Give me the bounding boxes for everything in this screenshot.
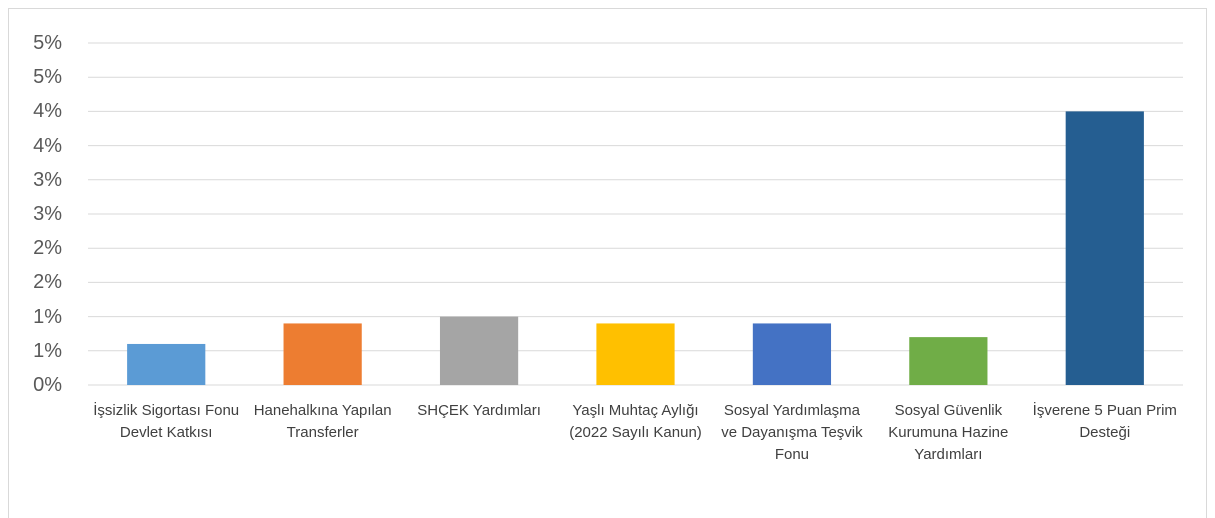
x-tick-label: İşsizlik Sigortası Fonu Devlet Katkısı <box>93 402 240 441</box>
x-tick-label: Sosyal Güvenlik Kurumuna Hazine Yardımla… <box>888 402 1009 463</box>
y-tick-label: 2% <box>33 271 62 294</box>
x-tick-label: Hanehalkına Yapılan Transferler <box>253 402 392 441</box>
y-tick-label: 4% <box>33 134 62 157</box>
y-tick-label: 2% <box>33 237 62 260</box>
y-tick-label: 5% <box>33 32 62 54</box>
bar <box>909 337 988 385</box>
y-tick-label: 1% <box>33 339 62 362</box>
bar <box>596 323 675 385</box>
bar <box>439 316 519 385</box>
chart-frame <box>8 8 1207 518</box>
x-tick-label: İşverene 5 Puan Prim Desteği <box>1032 402 1177 441</box>
x-tick-label: SHÇEK Yardımları <box>417 402 541 419</box>
bar <box>752 323 832 385</box>
bar <box>127 343 206 385</box>
y-tick-label: 5% <box>33 66 62 89</box>
y-tick-label: 0% <box>33 374 62 396</box>
bar <box>1065 111 1144 386</box>
y-tick-label: 3% <box>33 203 62 225</box>
y-tick-label: 3% <box>33 168 62 191</box>
bar <box>283 323 362 385</box>
y-tick-label: 1% <box>33 305 62 328</box>
y-tick-label: 4% <box>33 100 62 123</box>
x-tick-label: Yaşlı Muhtaç Aylığı (2022 Sayılı Kanun) <box>569 402 702 441</box>
x-tick-label: Sosyal Yardımlaşma ve Dayanışma Teşvik F… <box>721 402 863 463</box>
